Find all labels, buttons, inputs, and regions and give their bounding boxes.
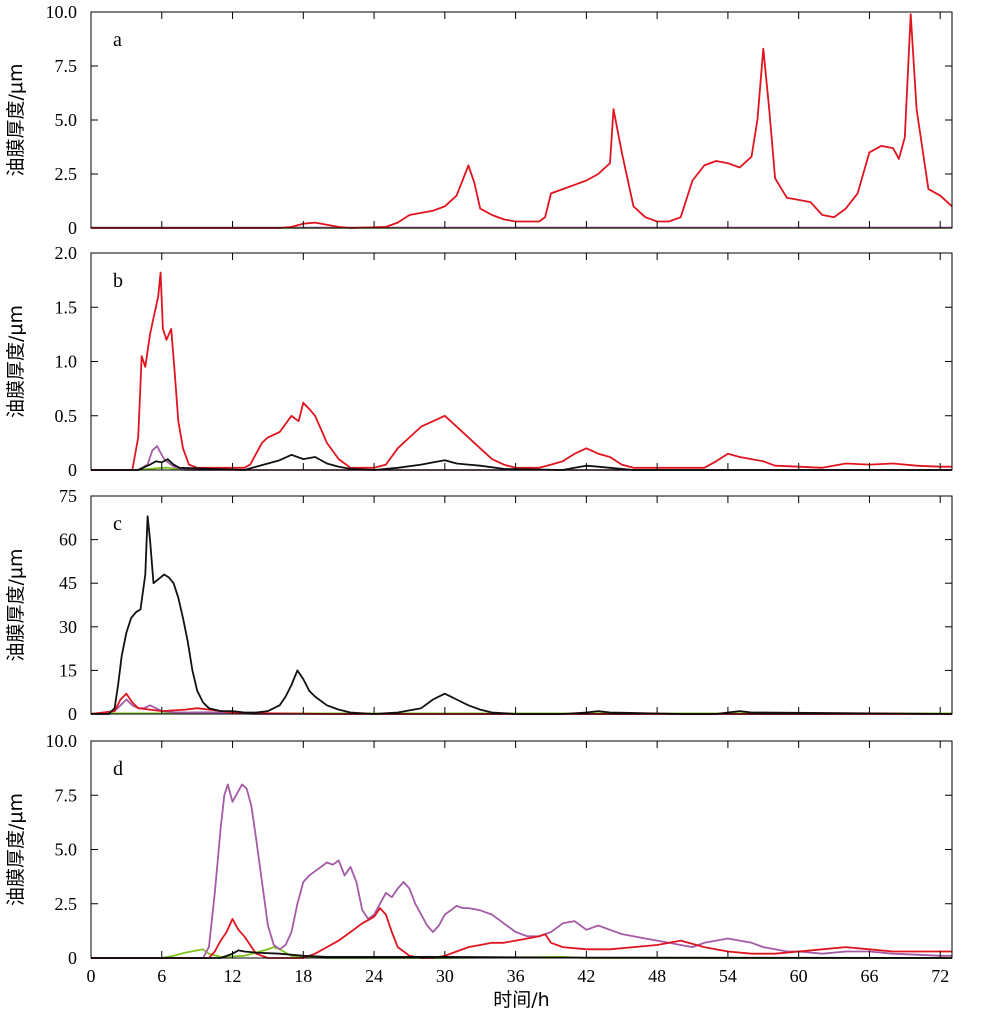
x-tick-label: 30 — [436, 966, 454, 986]
x-tick-label: 72 — [931, 966, 949, 986]
plot-frame — [90, 740, 953, 959]
series-red-line — [91, 271, 952, 471]
y-tick-label: 2.0 — [55, 243, 78, 263]
x-tick-label: 18 — [294, 966, 312, 986]
y-tick-label: 45 — [59, 573, 77, 593]
panel-d: 0 2.5 5.0 7.5 10.0 d 油膜厚度/μm — [5, 731, 953, 968]
y-axis-label: 油膜厚度/μm — [5, 64, 27, 177]
y-tick-label: 30 — [59, 617, 77, 637]
y-tick-label: 0 — [68, 948, 77, 968]
panel-b: 0 0.5 1.0 1.5 2.0 b 油膜厚度/μm — [5, 243, 953, 480]
panel-c: 0 15 30 45 60 75 c 油膜厚度/μm — [5, 486, 953, 724]
x-tick-label: 0 — [87, 966, 96, 986]
series-purple-line — [91, 445, 952, 471]
y-tick-label: 2.5 — [55, 164, 78, 184]
panel-tag: c — [113, 513, 122, 535]
plot-frame — [90, 11, 953, 229]
series-purple-line — [90, 698, 952, 715]
x-tick-label: 60 — [790, 966, 808, 986]
y-tick-label: 75 — [59, 486, 77, 506]
panel-tag: a — [113, 29, 122, 51]
y-tick-label: 60 — [59, 530, 77, 550]
y-tick-label: 1.5 — [55, 297, 78, 317]
y-tick-label: 7.5 — [55, 56, 78, 76]
y-tick-label: 1.0 — [55, 352, 78, 372]
y-tick-label: 0.5 — [55, 406, 78, 426]
x-tick-label: 48 — [648, 966, 666, 986]
x-tick-label: 24 — [365, 966, 383, 986]
y-tick-label: 5.0 — [55, 840, 78, 860]
x-tick-label: 66 — [860, 966, 878, 986]
x-tick-label: 54 — [719, 966, 737, 986]
y-axis-label: 油膜厚度/μm — [5, 793, 27, 906]
y-tick-label: 0 — [68, 704, 77, 724]
y-tick-label: 2.5 — [55, 894, 78, 914]
panel-tag: d — [113, 758, 123, 780]
plot-frame — [90, 495, 953, 715]
x-axis-label: 时间/h — [493, 989, 549, 1011]
x-tick-label: 42 — [577, 966, 595, 986]
y-tick-label: 0 — [68, 218, 77, 238]
y-tick-label: 15 — [59, 660, 77, 680]
series-black-line — [91, 515, 953, 715]
panel-tag: b — [113, 270, 123, 292]
x-tick-label: 6 — [157, 966, 166, 986]
x-tick-label: 36 — [507, 966, 525, 986]
series-purple-line — [91, 783, 952, 959]
series-red-line — [91, 907, 952, 959]
plot-frame — [90, 252, 953, 471]
y-axis-label: 油膜厚度/μm — [5, 305, 27, 418]
x-tick-label: 12 — [224, 966, 242, 986]
y-tick-label: 0 — [68, 460, 77, 480]
y-tick-label: 5.0 — [55, 110, 78, 130]
series-red-line — [91, 13, 953, 229]
y-tick-label: 10.0 — [46, 731, 78, 751]
y-tick-label: 10.0 — [46, 2, 78, 22]
panel-a: 0 2.5 5.0 7.5 10.0 a 油膜厚度/μm — [5, 2, 953, 238]
series-black-line — [91, 453, 952, 471]
y-axis-label: 油膜厚度/μm — [5, 549, 27, 662]
y-tick-label: 7.5 — [55, 785, 78, 805]
